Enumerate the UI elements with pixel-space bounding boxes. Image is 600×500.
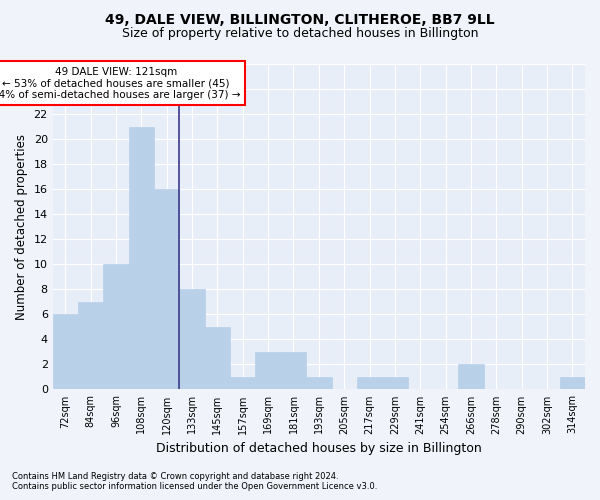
Text: Contains HM Land Registry data © Crown copyright and database right 2024.: Contains HM Land Registry data © Crown c…: [12, 472, 338, 481]
Bar: [129, 126, 154, 390]
Bar: [357, 377, 382, 390]
Text: 49, DALE VIEW, BILLINGTON, CLITHEROE, BB7 9LL: 49, DALE VIEW, BILLINGTON, CLITHEROE, BB…: [105, 12, 495, 26]
Bar: [205, 327, 230, 390]
Bar: [560, 377, 585, 390]
Bar: [179, 290, 205, 390]
Y-axis label: Number of detached properties: Number of detached properties: [15, 134, 28, 320]
Bar: [281, 352, 306, 390]
X-axis label: Distribution of detached houses by size in Billington: Distribution of detached houses by size …: [156, 442, 482, 455]
Bar: [256, 352, 281, 390]
Text: 49 DALE VIEW: 121sqm
← 53% of detached houses are smaller (45)
44% of semi-detac: 49 DALE VIEW: 121sqm ← 53% of detached h…: [0, 66, 240, 100]
Bar: [382, 377, 407, 390]
Bar: [53, 314, 78, 390]
Text: Contains public sector information licensed under the Open Government Licence v3: Contains public sector information licen…: [12, 482, 377, 491]
Bar: [78, 302, 103, 390]
Text: Size of property relative to detached houses in Billington: Size of property relative to detached ho…: [122, 28, 478, 40]
Bar: [230, 377, 256, 390]
Bar: [458, 364, 484, 390]
Bar: [154, 189, 179, 390]
Bar: [306, 377, 332, 390]
Bar: [103, 264, 129, 390]
